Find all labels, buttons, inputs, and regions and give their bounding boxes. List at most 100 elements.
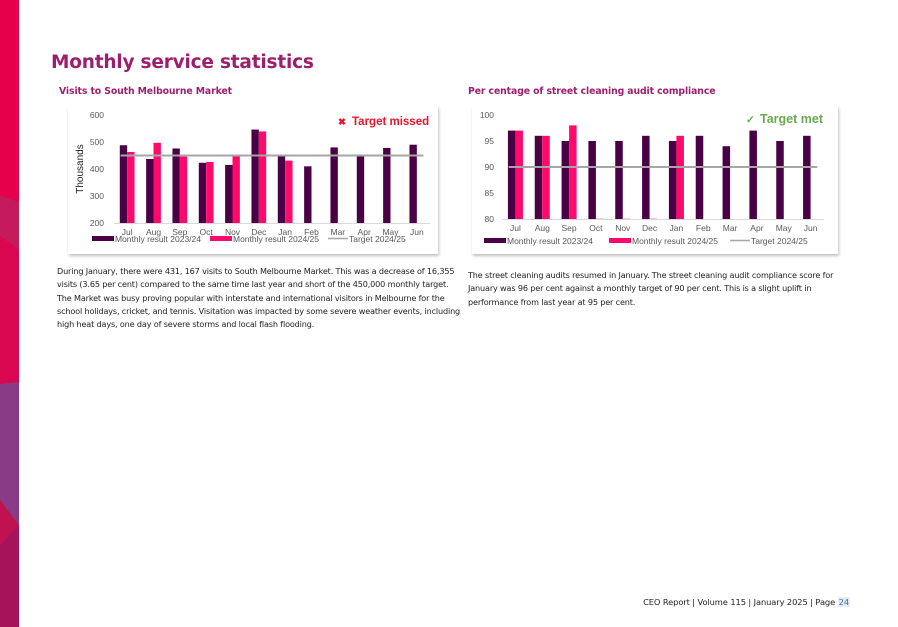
bar-monthly-2024-25-nov: [622, 218, 631, 219]
x-tick-label: Jul: [510, 223, 521, 233]
legend-swatch-1: [609, 238, 631, 243]
bar-monthly-2024-25-aug: [153, 142, 161, 223]
bar-monthly-2023-24-dec: [251, 129, 259, 223]
bar-monthly-2024-25-jul: [515, 130, 523, 219]
x-tick-label: Aug: [535, 223, 550, 233]
x-tick-label: Mar: [331, 227, 346, 237]
street-cleaning-title: Per centage of street cleaning audit com…: [468, 86, 716, 97]
bar-monthly-2023-24-jun: [409, 144, 417, 223]
bar-monthly-2023-24-mar: [722, 146, 731, 219]
y-tick-label: 85: [485, 188, 495, 198]
x-tick-label: Dec: [642, 223, 658, 233]
bar-monthly-2023-24-jan: [277, 155, 286, 223]
legend-swatch-0: [92, 236, 114, 241]
y-tick-label: 95: [485, 136, 495, 146]
legend-label: Target 2024/25: [349, 234, 406, 244]
legend-swatch-0: [484, 238, 506, 243]
legend-label: Monthly result 2023/24: [507, 236, 593, 246]
x-tick-label: Oct: [200, 227, 214, 237]
bar-monthly-2023-24-oct: [588, 141, 596, 219]
page-title: Monthly service statistics: [51, 52, 314, 73]
bar-monthly-2023-24-feb: [695, 135, 704, 219]
market-visits-chart-svg: 200 300 400 500 600 Thousands Jul Aug Sep Oct Nov D…: [75, 110, 430, 244]
market-visits-title: Visits to South Melbourne Market: [59, 86, 232, 97]
street-cleaning-paragraph: The street cleaning audits resumed in Ja…: [468, 270, 834, 307]
x-tick-label: Aug: [146, 227, 161, 237]
x-tick-label: Apr: [750, 223, 763, 233]
y-tick-label: 400: [90, 164, 104, 174]
bar-monthly-2023-24-sep: [172, 148, 180, 223]
bar-monthly-2024-25-dec: [649, 218, 658, 219]
decorative-sidebar: [0, 0, 19, 627]
y-tick-label: 80: [485, 214, 495, 224]
x-tick-label: May: [776, 223, 793, 233]
bar-monthly-2023-24-jun: [803, 135, 811, 219]
y-tick-label: 500: [90, 137, 104, 147]
market-visits-chart: 200 300 400 500 600 Thousands Jul Aug Sep Oct Nov D…: [68, 106, 438, 254]
page-footer: CEO Report | Volume 115 | January 2025 |…: [643, 597, 850, 607]
bar-monthly-2023-24-aug: [146, 159, 154, 223]
bar-monthly-2023-24-apr: [356, 155, 365, 223]
bar-monthly-2024-25-sep: [569, 125, 577, 219]
x-tick-label: Feb: [304, 227, 319, 237]
target-status-label: Target met: [760, 112, 824, 126]
x-tick-label: Feb: [696, 223, 711, 233]
check-icon: ✓: [746, 114, 755, 126]
y-tick-label: 100: [480, 110, 494, 120]
x-tick-label: Jan: [670, 223, 684, 233]
x-tick-label: Sep: [562, 223, 577, 233]
page-number: 24: [837, 597, 850, 607]
bar-monthly-2023-24-oct: [198, 162, 207, 223]
bar-monthly-2024-25-aug: [542, 135, 550, 219]
x-tick-label: Mar: [723, 223, 738, 233]
legend-swatch-1: [210, 236, 232, 241]
street-cleaning-chart-svg: 80 85 90 95 100 Jul Aug Sep Oct Nov Dec Jan Feb Mar Ap…: [480, 110, 824, 246]
x-tick-label: Dec: [251, 227, 267, 237]
y-tick-label: 90: [485, 162, 495, 172]
target-status-label: Target missed: [352, 116, 429, 128]
y-tick-label: 300: [90, 191, 104, 201]
bar-monthly-2024-25-jul: [127, 151, 135, 223]
legend-label: Target 2024/25: [751, 236, 808, 246]
bar-monthly-2023-24-may: [776, 141, 784, 219]
x-tick-label: Apr: [358, 227, 371, 237]
market-visits-paragraph: During January, there were 431, 167 visi…: [57, 266, 461, 330]
legend-label: Monthly result 2024/25: [233, 234, 319, 244]
cross-icon: ✖: [338, 117, 346, 128]
legend-label: Monthly result 2024/25: [632, 236, 718, 246]
bar-monthly-2023-24-jul: [119, 145, 128, 223]
bar-monthly-2024-25-oct: [206, 161, 214, 223]
x-tick-label: Sep: [172, 227, 187, 237]
bar-monthly-2023-24-mar: [330, 147, 338, 223]
bar-monthly-2024-25-oct: [595, 218, 604, 219]
bar-monthly-2024-25-dec: [258, 131, 267, 223]
y-tick-label: 200: [90, 218, 104, 228]
x-tick-label: Jun: [804, 223, 818, 233]
x-tick-label: Nov: [225, 227, 241, 237]
bar-monthly-2023-24-sep: [561, 141, 570, 219]
bar-monthly-2024-25-jan: [676, 135, 684, 219]
bar-monthly-2023-24-jul: [507, 130, 516, 219]
bar-monthly-2024-25-sep: [179, 156, 188, 223]
x-tick-label: Jan: [278, 227, 292, 237]
x-tick-label: Oct: [589, 223, 603, 233]
bar-monthly-2023-24-nov: [615, 141, 623, 219]
bar-monthly-2023-24-apr: [749, 130, 757, 219]
legend-label: Monthly result 2023/24: [115, 234, 201, 244]
bar-monthly-2023-24-jan: [668, 141, 677, 219]
bar-monthly-2024-25-jan: [285, 160, 293, 223]
bar-monthly-2023-24-may: [383, 147, 391, 223]
sidebar-pattern-graphic: [0, 0, 19, 627]
footer-text: CEO Report | Volume 115 | January 2025 |…: [643, 597, 838, 607]
y-axis-title: Thousands: [75, 144, 86, 193]
bar-monthly-2023-24-nov: [225, 164, 233, 223]
x-tick-label: Jul: [122, 227, 133, 237]
x-tick-label: May: [382, 227, 399, 237]
y-tick-label: 600: [90, 110, 104, 120]
bar-monthly-2023-24-aug: [534, 135, 543, 219]
bar-monthly-2024-25-nov: [232, 156, 240, 223]
x-tick-label: Jun: [410, 227, 424, 237]
bar-monthly-2023-24-dec: [642, 135, 650, 219]
street-cleaning-chart: 80 85 90 95 100 Jul Aug Sep Oct Nov Dec Jan Feb Mar Ap…: [472, 106, 838, 254]
bar-monthly-2023-24-feb: [304, 166, 312, 223]
